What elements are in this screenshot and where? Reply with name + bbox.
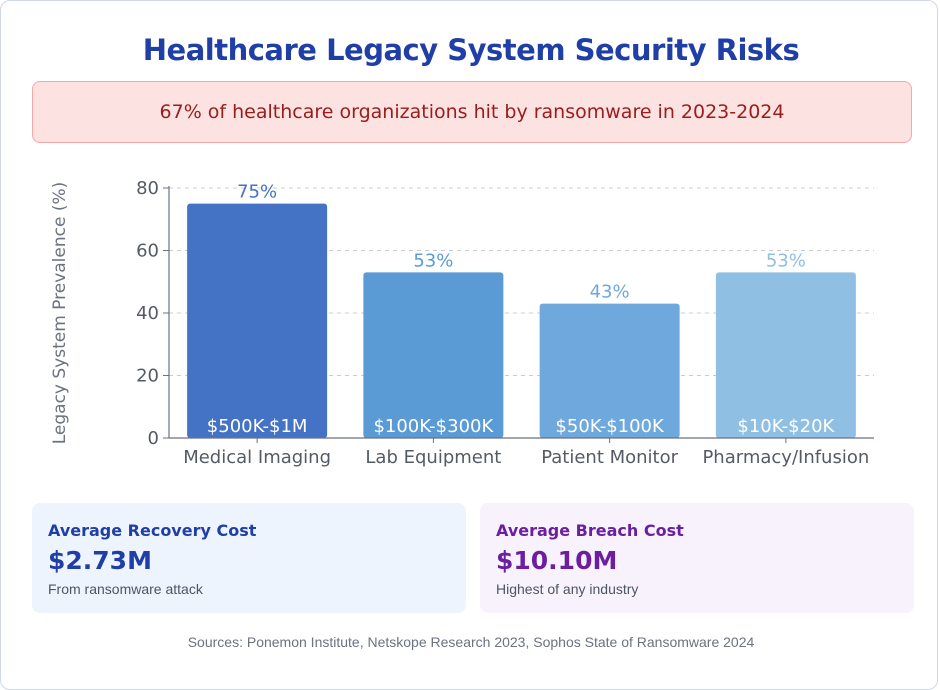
bar bbox=[539, 303, 680, 438]
breach-cost-label: Average Breach Cost bbox=[496, 521, 684, 540]
bar bbox=[715, 272, 856, 438]
y-tick-label: 40 bbox=[136, 303, 159, 324]
alert-text: 67% of healthcare organizations hit by r… bbox=[159, 101, 785, 123]
bar-value-label: 53% bbox=[766, 250, 806, 271]
prevalence-bar-chart: 75% $500K-$1M 53% $100K-$300K 43% $50K-$100K 5… bbox=[50, 178, 874, 468]
bar-cost-label: $100K-$300K bbox=[373, 416, 494, 437]
bar-value-label: 53% bbox=[413, 250, 453, 271]
x-tick-label: Pharmacy/Infusion bbox=[702, 447, 869, 468]
chart-bars: 75% $500K-$1M 53% $100K-$300K 43% $50K-$100K 5… bbox=[187, 182, 856, 438]
breach-cost-note: Highest of any industry bbox=[496, 581, 639, 597]
bar-cost-label: $10K-$20K bbox=[737, 416, 835, 437]
recovery-cost-note: From ransomware attack bbox=[48, 581, 203, 597]
x-tick-label: Patient Monitor bbox=[541, 447, 678, 468]
sources-footnote: Sources: Ponemon Institute, Netskope Res… bbox=[187, 634, 755, 650]
bar bbox=[363, 272, 504, 438]
y-tick-label: 60 bbox=[136, 241, 159, 262]
ransomware-alert-banner: 67% of healthcare organizations hit by r… bbox=[32, 81, 912, 143]
bar bbox=[187, 203, 328, 438]
recovery-cost-label: Average Recovery Cost bbox=[48, 521, 257, 540]
y-tick-label: 80 bbox=[136, 178, 159, 199]
recovery-cost-value: $2.73M bbox=[48, 546, 152, 575]
y-tick-label: 0 bbox=[148, 428, 159, 449]
x-tick-label: Lab Equipment bbox=[365, 447, 501, 468]
x-tick-label: Medical Imaging bbox=[183, 447, 331, 468]
page-title: Healthcare Legacy System Security Risks bbox=[142, 33, 800, 67]
chart-axes: 0 20 40 60 80 Medical Imaging Lab Equipment Pat… bbox=[136, 178, 874, 468]
y-tick-label: 20 bbox=[136, 366, 159, 387]
recovery-cost-card: Average Recovery Cost $2.73M From ransom… bbox=[32, 503, 466, 613]
breach-cost-card: Average Breach Cost $10.10M Highest of a… bbox=[480, 503, 914, 613]
bar-cost-label: $500K-$1M bbox=[207, 416, 308, 437]
breach-cost-value: $10.10M bbox=[496, 546, 618, 575]
y-axis-label: Legacy System Prevalence (%) bbox=[50, 182, 70, 445]
bar-value-label: 75% bbox=[237, 182, 277, 203]
bar-cost-label: $50K-$100K bbox=[555, 416, 665, 437]
bar-value-label: 43% bbox=[590, 282, 630, 303]
